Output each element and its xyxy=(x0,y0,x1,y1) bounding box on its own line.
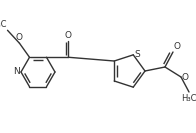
Text: O: O xyxy=(182,72,189,82)
Text: O: O xyxy=(16,33,23,42)
Text: O: O xyxy=(65,31,72,40)
Text: H₃C: H₃C xyxy=(181,94,196,103)
Text: O: O xyxy=(174,42,181,51)
Text: H₃C: H₃C xyxy=(0,20,6,29)
Text: N: N xyxy=(13,68,20,76)
Text: S: S xyxy=(134,50,140,59)
